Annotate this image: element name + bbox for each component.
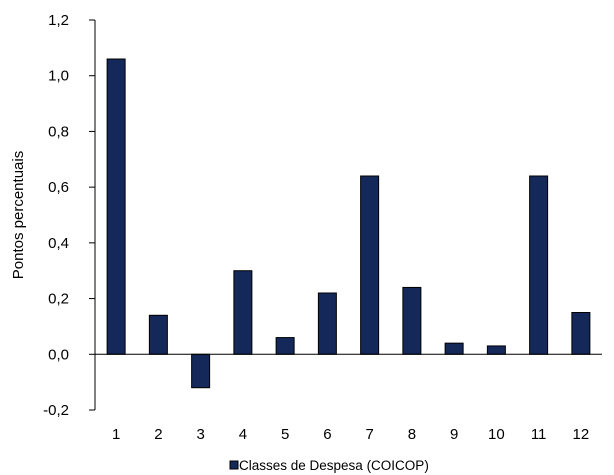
x-tick-label: 2	[154, 426, 162, 443]
y-tick-label: 1,2	[48, 12, 69, 29]
bar-4	[233, 270, 253, 355]
bar-9	[444, 342, 464, 355]
y-tick-label: 0,0	[48, 346, 69, 363]
bar-12	[571, 312, 591, 355]
x-tick-label: 9	[450, 426, 458, 443]
y-axis-title: Pontos percentuais	[10, 151, 27, 279]
y-tick-label: 0,2	[48, 291, 69, 308]
bar-11	[529, 175, 549, 355]
y-tick-label: 0,6	[48, 179, 69, 196]
bar-2	[148, 314, 168, 355]
y-tick-label: 1,0	[48, 68, 69, 85]
y-tick-label: -0,2	[43, 402, 69, 419]
legend: Classes de Despesa (COICOP)	[229, 458, 429, 473]
x-tick-label: 6	[323, 426, 331, 443]
x-tick-label: 11	[531, 426, 547, 443]
y-axis-ticks: -0,2 0,0 0,2 0,4 0,6 0,8 1,0 1,2	[43, 12, 95, 419]
x-tick-label: 10	[488, 426, 505, 443]
bar-1	[106, 58, 126, 355]
x-tick-label: 1	[112, 426, 120, 443]
bar-10	[486, 345, 506, 355]
y-tick-label: 0,4	[48, 235, 69, 252]
x-tick-label: 7	[365, 426, 373, 443]
x-tick-label: 12	[573, 426, 590, 443]
bar-8	[402, 286, 422, 355]
bar-3	[191, 353, 211, 389]
y-tick-label: 0,8	[48, 123, 69, 140]
x-tick-label: 5	[281, 426, 289, 443]
x-tick-label: 4	[239, 426, 247, 443]
x-tick-label: 8	[408, 426, 416, 443]
legend-label: Classes de Despesa (COICOP)	[239, 458, 429, 473]
bar-5	[275, 337, 295, 355]
bar-6	[317, 292, 337, 355]
x-axis-tick-labels: 1 2 3 4 5 6 7 8 9 10 11 12	[112, 426, 589, 443]
bar-7	[360, 175, 380, 355]
x-tick-label: 3	[196, 426, 204, 443]
bars-group	[106, 58, 591, 389]
legend-swatch	[229, 460, 239, 470]
